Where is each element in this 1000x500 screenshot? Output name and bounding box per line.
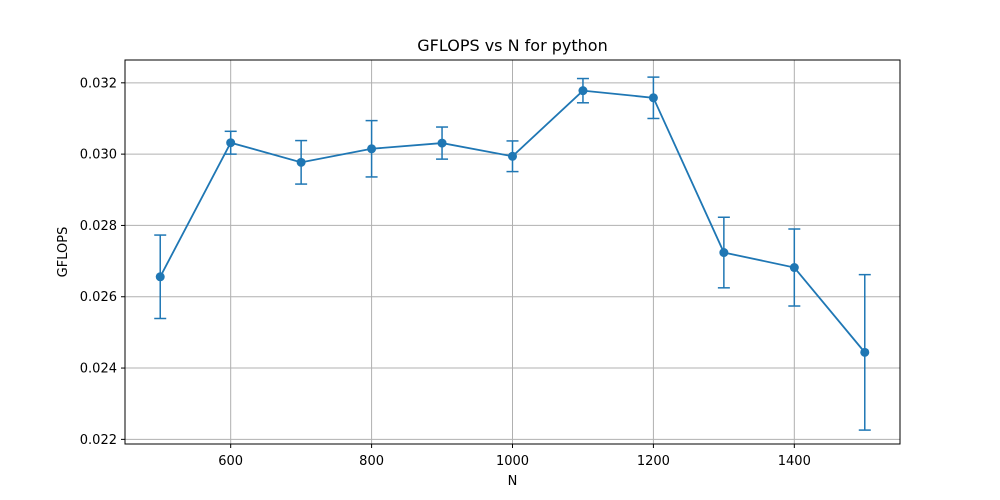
data-point — [367, 144, 377, 154]
data-point — [648, 93, 658, 103]
x-tick-label: 1000 — [496, 454, 529, 469]
data-point — [437, 138, 447, 148]
data-point — [296, 157, 306, 167]
data-point — [860, 347, 870, 357]
y-tick-label: 0.028 — [80, 219, 117, 234]
x-tick-label: 1400 — [778, 454, 811, 469]
axis-ticks: 600 800 1000 1200 1400 0.022 0.024 0.026 0.028 0.… — [80, 76, 811, 469]
y-axis-label: GFLOPS — [56, 227, 71, 278]
data-point — [508, 151, 517, 161]
grid — [125, 60, 900, 444]
chart-title: GFLOPS vs N for python — [417, 36, 607, 55]
plot-frame — [124, 59, 901, 445]
data-point — [226, 138, 236, 148]
data-point — [155, 272, 165, 282]
x-tick-label: 1200 — [637, 454, 670, 469]
data-point — [789, 263, 799, 273]
y-tick-label: 0.032 — [80, 76, 117, 91]
y-tick-label: 0.024 — [80, 362, 117, 377]
data-point — [578, 86, 588, 96]
x-tick-label: 800 — [359, 454, 384, 469]
data-point — [719, 248, 729, 258]
x-axis-label: N — [508, 474, 518, 489]
x-tick-label: 600 — [218, 454, 243, 469]
y-tick-label: 0.022 — [80, 433, 117, 448]
y-tick-label: 0.030 — [80, 148, 117, 163]
series — [154, 76, 871, 431]
y-tick-label: 0.026 — [80, 290, 117, 305]
